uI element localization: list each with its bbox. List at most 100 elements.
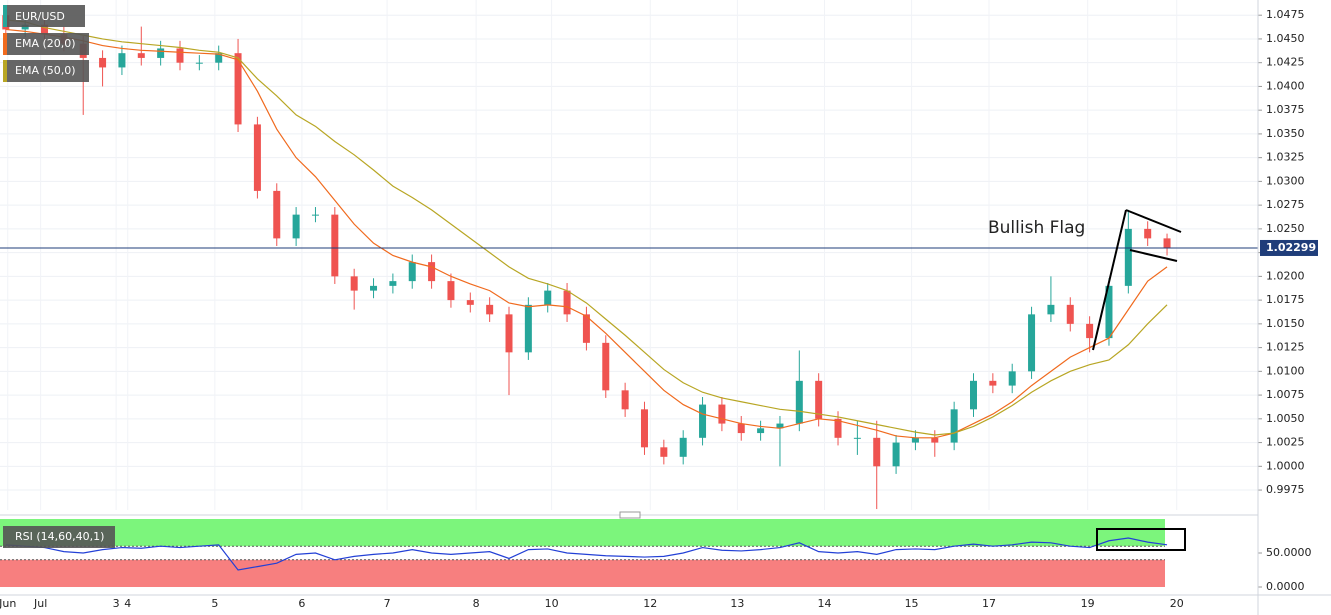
- candle-body: [544, 290, 552, 305]
- oversold-zone: [0, 559, 1165, 587]
- y-tick-label: 0.9975: [1266, 483, 1305, 496]
- candle-body: [834, 418, 842, 438]
- legend-box[interactable]: [3, 60, 89, 82]
- candle-body: [408, 262, 416, 282]
- y-tick-label: 1.0350: [1266, 127, 1305, 140]
- series-line: [5, 537, 1168, 571]
- pane-handle[interactable]: [619, 511, 641, 519]
- x-tick-label: Jul: [33, 597, 47, 610]
- candle-body: [1144, 228, 1152, 239]
- candle-body: [505, 314, 513, 353]
- rsi-highlight: [1096, 528, 1186, 551]
- candle-body: [699, 404, 707, 438]
- legend-box[interactable]: [3, 33, 89, 55]
- y-tick-label: 1.0400: [1266, 79, 1305, 92]
- legend-swatch: [3, 5, 7, 27]
- candle-body: [176, 48, 184, 63]
- y-tick-label: 1.0375: [1266, 103, 1305, 116]
- y-tick-label: 1.0450: [1266, 32, 1305, 45]
- y-tick-label: 1.0025: [1266, 436, 1305, 449]
- y-tick-label: 1.0150: [1266, 317, 1305, 330]
- candle-body: [215, 53, 223, 63]
- candle-body: [563, 290, 571, 315]
- candle-body: [1047, 304, 1055, 315]
- candle-body: [679, 437, 687, 457]
- candle-body: [931, 437, 939, 443]
- x-tick-label: 15: [905, 597, 919, 610]
- candle-body: [1163, 238, 1171, 248]
- candle-body: [795, 380, 803, 424]
- y-tick-label: 0.0000: [1266, 580, 1305, 593]
- candle-body: [1028, 314, 1036, 372]
- flag-lower: [1129, 249, 1178, 262]
- y-tick-label: 1.0050: [1266, 412, 1305, 425]
- flag-drawing: [1092, 209, 1186, 551]
- candle-body: [195, 62, 203, 64]
- candle-body: [486, 304, 494, 315]
- candle-body: [776, 423, 784, 429]
- candle-body: [428, 262, 436, 282]
- annotation: Bullish Flag: [988, 218, 1085, 238]
- candle-body: [273, 190, 281, 239]
- y-tick-label: 1.0250: [1266, 222, 1305, 235]
- legend-swatch: [3, 60, 7, 82]
- candle-body: [853, 437, 861, 439]
- candle-body: [621, 390, 629, 410]
- candle-body: [21, 24, 29, 30]
- candle-body: [1008, 371, 1016, 386]
- legend-box[interactable]: [3, 5, 85, 27]
- x-tick-label: 17: [982, 597, 996, 610]
- y-tick-label: 1.0075: [1266, 388, 1305, 401]
- legend-entry: EMA (20,0): [15, 37, 76, 50]
- x-tick-label: 5: [211, 597, 218, 610]
- x-tick-label: 20: [1170, 597, 1184, 610]
- candle-body: [1066, 304, 1074, 324]
- candle-body: [660, 447, 668, 457]
- candle-body: [718, 404, 726, 424]
- candle-body: [757, 428, 765, 434]
- x-tick-label: 6: [298, 597, 305, 610]
- candle-body: [99, 57, 107, 68]
- candle-body: [234, 53, 242, 125]
- candle-body: [640, 409, 648, 448]
- last-price-box: [1260, 239, 1318, 256]
- y-tick-label: 1.0200: [1266, 269, 1305, 282]
- candle-body: [911, 437, 919, 443]
- candle-body: [389, 281, 397, 286]
- x-tick-label: 10: [545, 597, 559, 610]
- plot: [0, 7, 1258, 587]
- y-tick-label: 1.0000: [1266, 459, 1305, 472]
- legend-title: EUR/USD: [15, 10, 65, 23]
- candle-body: [253, 124, 261, 191]
- candle-body: [989, 380, 997, 386]
- x-tick-label: 14: [817, 597, 831, 610]
- candle-body: [350, 276, 358, 291]
- candle-body: [950, 409, 958, 443]
- candle-body: [447, 281, 455, 301]
- candle-body: [815, 380, 823, 419]
- x-tick-label: 19: [1081, 597, 1095, 610]
- y-tick-label: 1.0175: [1266, 293, 1305, 306]
- candle-body: [311, 214, 319, 216]
- candle-body: [969, 380, 977, 410]
- y-tick-label: 1.0100: [1266, 364, 1305, 377]
- candle-body: [582, 314, 590, 343]
- candle-body: [157, 48, 165, 58]
- y-tick-label: 1.0275: [1266, 198, 1305, 211]
- x-tick-label: 12: [643, 597, 657, 610]
- x-tick-label: 8: [473, 597, 480, 610]
- candle-body: [41, 24, 49, 35]
- candle-body: [370, 285, 378, 291]
- grid: [0, 0, 1262, 588]
- x-tick-label: 7: [384, 597, 391, 610]
- candle-body: [466, 300, 474, 305]
- y-tick-label: 1.0325: [1266, 151, 1305, 164]
- y-tick-label: 1.0425: [1266, 56, 1305, 69]
- series-line: [5, 19, 1168, 436]
- legend-box[interactable]: [3, 526, 115, 548]
- candle-body: [602, 342, 610, 391]
- x-tick-label: 13: [730, 597, 744, 610]
- candle-body: [137, 53, 145, 58]
- x-tick-label: Jun: [0, 597, 16, 610]
